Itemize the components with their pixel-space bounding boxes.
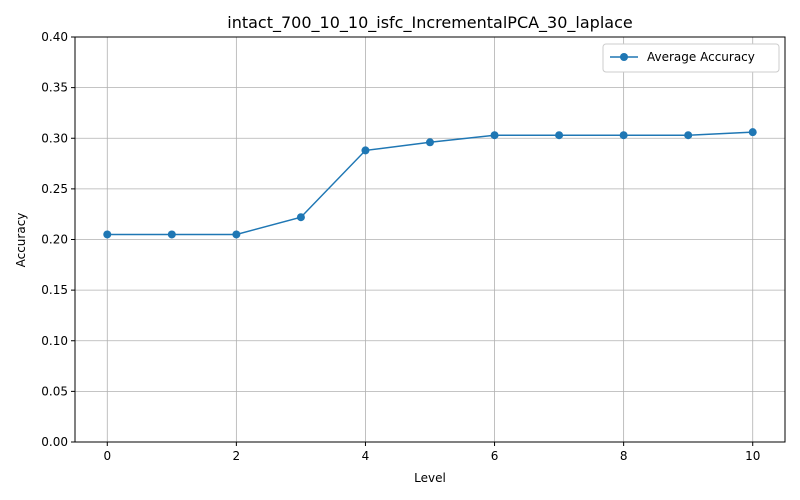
data-point — [167, 230, 176, 239]
x-tick-label: 2 — [233, 449, 241, 463]
series — [103, 128, 757, 239]
y-tick-label: 0.20 — [41, 233, 68, 247]
x-tick-label: 6 — [491, 449, 499, 463]
data-point — [361, 146, 370, 155]
x-tick-label: 0 — [103, 449, 111, 463]
x-axis-label: Level — [414, 471, 446, 485]
legend: Average Accuracy — [602, 43, 780, 73]
grid — [75, 36, 785, 443]
chart-title: intact_700_10_10_isfc_IncrementalPCA_30_… — [227, 13, 632, 33]
y-axis: 0.00 0.05 0.10 0.15 0.20 0.25 0.30 0.35 0.40 — [41, 30, 75, 449]
y-tick-label: 0.40 — [41, 30, 68, 44]
y-tick-label: 0.10 — [41, 334, 68, 348]
data-point — [555, 131, 564, 140]
data-point — [426, 138, 434, 147]
y-tick-label: 0.25 — [41, 182, 68, 196]
x-tick-label: 4 — [362, 449, 370, 463]
legend-entry-average-accuracy: Average Accuracy — [647, 50, 755, 64]
y-tick-label: 0.30 — [41, 131, 68, 145]
y-tick-label: 0.15 — [41, 283, 68, 297]
data-point — [684, 131, 693, 140]
data-point — [232, 230, 241, 239]
legend-point-marker — [620, 53, 628, 61]
data-point — [619, 131, 628, 140]
data-point — [748, 128, 757, 137]
y-tick-label: 0.05 — [41, 384, 68, 398]
y-tick-label: 0.35 — [41, 81, 68, 95]
y-axis-label: Accuracy — [14, 213, 28, 268]
data-point — [296, 213, 305, 222]
data-point — [103, 230, 112, 239]
series-line — [107, 131, 753, 236]
legend-box — [602, 43, 780, 73]
x-tick-label: 10 — [745, 449, 760, 463]
x-tick-label: 8 — [620, 449, 628, 463]
y-tick-label: 0.00 — [41, 435, 68, 449]
data-point — [490, 131, 499, 140]
x-axis: 0 2 4 6 8 10 — [103, 442, 760, 463]
